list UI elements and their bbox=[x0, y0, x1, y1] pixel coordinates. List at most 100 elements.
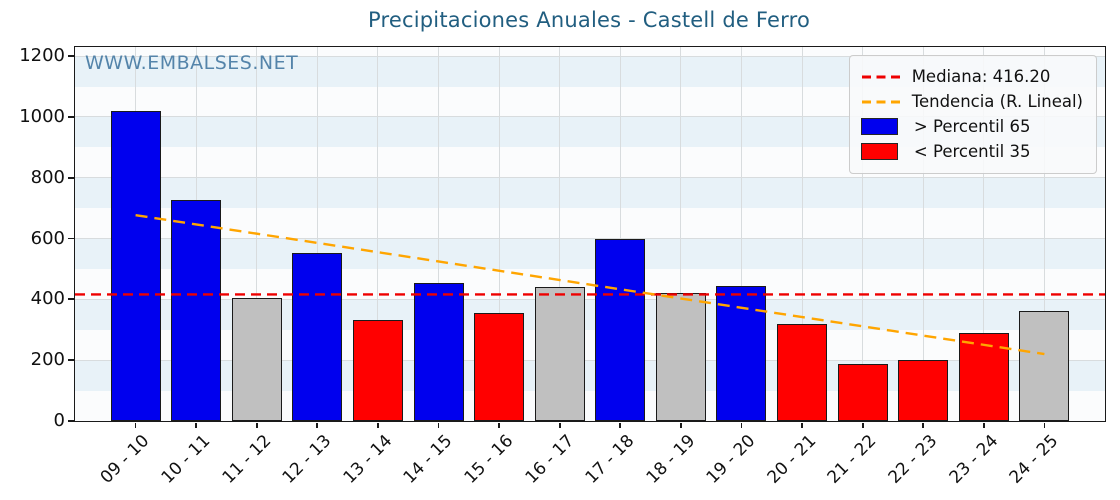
x-tick-label: 17 - 18 bbox=[581, 431, 639, 488]
legend-item-percentil-65: > Percentil 65 bbox=[860, 114, 1083, 139]
x-tick-mark bbox=[619, 422, 622, 428]
red-patch-sample bbox=[860, 143, 898, 160]
x-tick-mark bbox=[740, 422, 743, 428]
y-tick-label: 400 bbox=[30, 288, 65, 310]
legend-label-percentil-65: > Percentil 65 bbox=[908, 117, 1031, 136]
x-gridline bbox=[438, 47, 440, 421]
blue-patch-sample bbox=[860, 118, 898, 135]
overlay-lines bbox=[75, 213, 1105, 356]
x-gridline bbox=[801, 47, 803, 421]
plot-background-band bbox=[75, 177, 1105, 209]
y-tick-label: 600 bbox=[30, 227, 65, 249]
x-tick-mark bbox=[437, 422, 440, 428]
x-tick-mark bbox=[316, 422, 319, 428]
x-tick-mark bbox=[1043, 422, 1046, 428]
bar-18-19 bbox=[655, 292, 706, 421]
y-tick-label: 1000 bbox=[19, 105, 65, 127]
y-tick-mark bbox=[67, 420, 74, 422]
x-tick-label: 13 - 14 bbox=[339, 431, 397, 488]
y-tick-label: 800 bbox=[30, 166, 65, 188]
y-gridline bbox=[75, 238, 1105, 240]
x-gridline bbox=[559, 47, 561, 421]
x-tick-label: 11 - 12 bbox=[218, 431, 275, 488]
legend-box: Mediana: 416.20 Tendencia (R. Lineal) > … bbox=[848, 55, 1097, 174]
watermark-text: WWW.EMBALSES.NET bbox=[85, 52, 299, 74]
y-tick-mark bbox=[67, 237, 74, 240]
x-gridline bbox=[498, 47, 500, 421]
legend-label-trend: Tendencia (R. Lineal) bbox=[911, 92, 1083, 111]
x-tick-label: 21 - 22 bbox=[824, 431, 881, 488]
bar-14-15 bbox=[413, 282, 464, 421]
bar-20-21 bbox=[777, 323, 828, 421]
bar-10-11 bbox=[171, 199, 222, 421]
x-tick-mark bbox=[922, 422, 925, 428]
bar-17-18 bbox=[595, 239, 646, 421]
bar-12-13 bbox=[292, 253, 343, 421]
x-tick-label: 15 - 16 bbox=[460, 431, 518, 488]
y-gridline bbox=[75, 298, 1105, 300]
chart-title: Precipitaciones Anuales - Castell de Fer… bbox=[367, 8, 811, 32]
x-tick-mark bbox=[498, 422, 500, 428]
legend-label-percentil-35: < Percentil 35 bbox=[908, 142, 1031, 161]
x-tick-label: 19 - 20 bbox=[702, 431, 760, 488]
bar-09-10 bbox=[110, 110, 161, 421]
x-tick-mark bbox=[377, 422, 379, 428]
x-tick-label: 16 - 17 bbox=[521, 431, 578, 488]
bar-21-22 bbox=[837, 363, 888, 421]
x-tick-label: 24 - 25 bbox=[1005, 431, 1063, 488]
x-gridline bbox=[680, 47, 682, 421]
bar-24-25 bbox=[1019, 311, 1070, 421]
x-gridline bbox=[983, 47, 985, 421]
x-gridline bbox=[1043, 47, 1045, 421]
plot-background-band bbox=[75, 47, 1105, 57]
x-tick-label: 22 - 23 bbox=[884, 431, 942, 488]
legend-item-percentil-35: < Percentil 35 bbox=[860, 139, 1083, 164]
x-tick-mark bbox=[861, 422, 864, 428]
x-gridline bbox=[740, 47, 742, 421]
y-gridline bbox=[75, 177, 1105, 179]
bar-22-23 bbox=[898, 360, 949, 421]
y-gridline bbox=[75, 116, 1105, 118]
x-tick-mark bbox=[134, 422, 137, 428]
median-dashed-line-sample bbox=[861, 75, 900, 78]
y-gridline bbox=[75, 359, 1105, 361]
x-tick-mark bbox=[558, 422, 561, 428]
plot-area: WWW.EMBALSES.NET Mediana: 416.20 Tendenc… bbox=[19, 46, 1106, 488]
y-tick-label: 0 bbox=[53, 410, 65, 431]
y-gridline bbox=[75, 55, 1105, 57]
plot-background-band bbox=[75, 238, 1105, 269]
x-tick-label: 18 - 19 bbox=[642, 431, 700, 488]
legend-item-trend: Tendencia (R. Lineal) bbox=[861, 89, 1083, 114]
x-gridline bbox=[377, 47, 379, 421]
x-gridline bbox=[922, 47, 924, 421]
y-tick-mark bbox=[67, 298, 74, 301]
x-tick-mark bbox=[195, 422, 198, 428]
x-tick-label: 10 - 11 bbox=[157, 431, 215, 488]
y-tick-label: 200 bbox=[30, 349, 65, 371]
x-gridline bbox=[619, 47, 621, 421]
x-tick-label: 12 - 13 bbox=[278, 431, 336, 488]
x-tick-mark bbox=[255, 422, 258, 428]
trend-dashed-line-sample bbox=[861, 100, 900, 103]
x-tick-label: 09 - 10 bbox=[97, 431, 154, 488]
x-tick-label: 23 - 24 bbox=[945, 431, 1002, 488]
x-gridline bbox=[862, 47, 864, 421]
y-tick-label: 1200 bbox=[19, 45, 65, 67]
trend-line bbox=[135, 213, 1045, 356]
x-tick-mark bbox=[801, 422, 803, 428]
bar-15-16 bbox=[474, 313, 525, 421]
bar-11-12 bbox=[231, 297, 282, 421]
x-tick-mark bbox=[982, 422, 985, 428]
bar-13-14 bbox=[352, 320, 403, 421]
bar-16-17 bbox=[534, 287, 585, 421]
legend-label-median: Mediana: 416.20 bbox=[911, 67, 1051, 86]
y-tick-mark bbox=[67, 176, 74, 179]
y-tick-mark bbox=[67, 116, 74, 118]
x-tick-label: 20 - 21 bbox=[763, 431, 821, 488]
x-gridline bbox=[316, 47, 318, 421]
x-tick-mark bbox=[679, 422, 682, 428]
y-tick-mark bbox=[67, 55, 74, 58]
legend-item-median: Mediana: 416.20 bbox=[861, 64, 1083, 89]
plot-background-band bbox=[75, 208, 1105, 239]
